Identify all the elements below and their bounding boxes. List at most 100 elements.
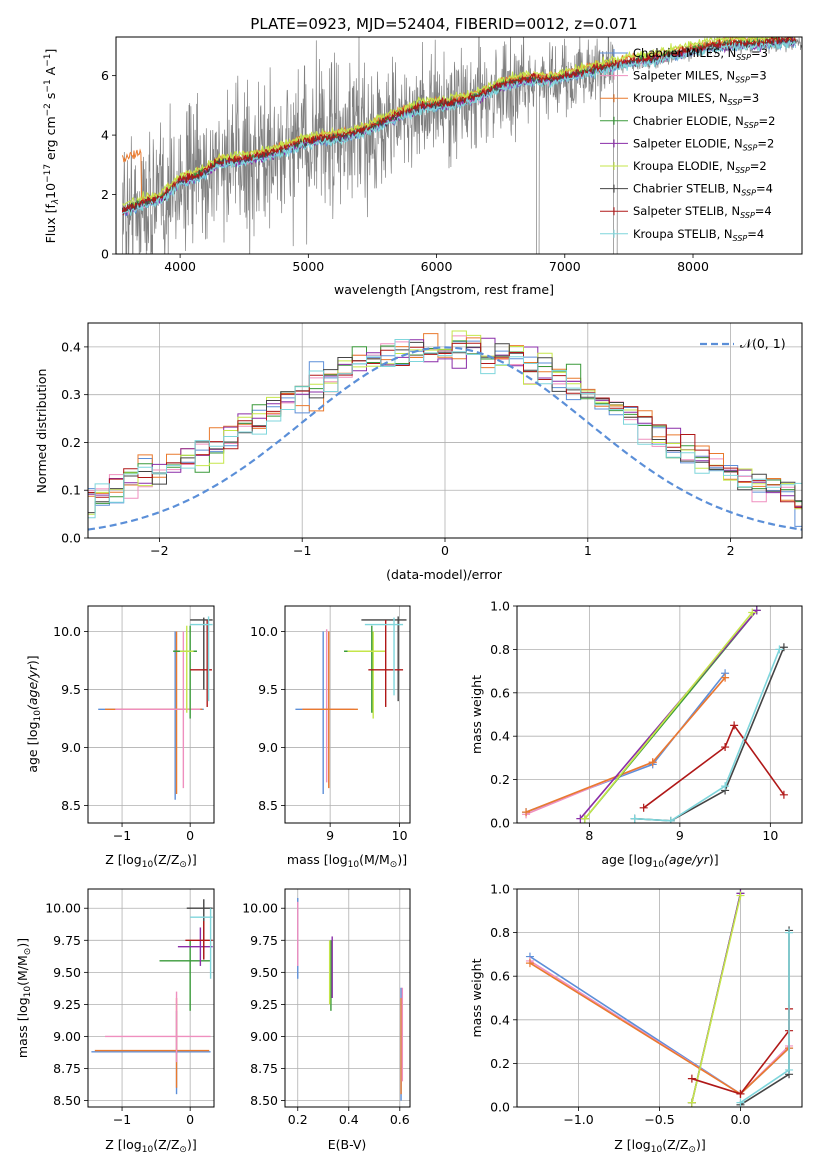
axes-frame (284, 605, 411, 824)
legend-entry: Kroupa ELODIE, NSSP=2 (633, 159, 767, 175)
x-axis-label: Z [log10(Z/Z⊙)] (614, 1137, 705, 1155)
y-tick-label: 0.2 (490, 772, 510, 787)
y-tick-label: 9.25 (250, 997, 278, 1012)
weight-marker (730, 721, 739, 730)
y-tick-label: 0 (101, 247, 109, 262)
y-tick-label: 2 (101, 187, 109, 202)
legend-entry: Salpeter MILES, NSSP=3 (633, 69, 767, 85)
y-tick-label: 0.1 (61, 483, 81, 498)
weight-line (634, 649, 781, 822)
legend-entry: Chabrier ELODIE, NSSP=2 (633, 114, 775, 130)
x-tick-label: 9 (326, 828, 334, 843)
weight-marker (525, 959, 534, 968)
weight-marker (687, 1074, 696, 1083)
weight-marker (721, 743, 730, 752)
weight-marker (748, 608, 757, 617)
y-tick-label: 8.75 (53, 1061, 81, 1076)
x-tick-label: 0 (441, 543, 449, 558)
x-tick-label: −1 (113, 1112, 131, 1127)
plot-area (98, 616, 213, 800)
panel-weight_vs_Z: −1.0 −0.5 0.0 0.0 0.2 0.4 0.6 0.8 1.0 mass weight… (469, 882, 803, 1155)
x-tick-label: −0.5 (644, 1112, 674, 1127)
residual-histogram (88, 330, 802, 515)
y-tick-label: 9.75 (250, 933, 278, 948)
y-tick-label: 10.00 (242, 901, 278, 916)
y-tick-label: 4 (101, 128, 109, 143)
axes-frame (87, 888, 215, 1108)
weight-marker (522, 808, 531, 817)
legend-entry: Chabrier STELIB, NSSP=4 (633, 182, 773, 198)
x-tick-label: 0 (186, 1112, 194, 1127)
plot-area (522, 606, 788, 823)
y-tick-label: 0.8 (490, 925, 510, 940)
x-tick-label: 10 (392, 828, 408, 843)
legend-entry: Kroupa MILES, NSSP=3 (633, 91, 759, 107)
y-tick-label: 9.0 (258, 740, 278, 755)
x-tick-label: 6000 (421, 259, 453, 274)
y-axis-label: mass weight (469, 675, 484, 754)
residual-histogram (88, 339, 802, 519)
y-tick-label: 0.0 (490, 1100, 510, 1115)
residual-histogram (88, 342, 802, 509)
plot-area (295, 616, 407, 794)
model-spectrum (121, 37, 797, 216)
y-axis-label: Flux [fλ10−17 erg cm−2 s−1 A−1] (43, 49, 61, 244)
y-axis-label: age [log10(age/yr)] (25, 655, 43, 772)
y-tick-label: 10.0 (53, 624, 81, 639)
axes-frame (87, 605, 215, 824)
y-axis-label: Normed distribution (34, 369, 49, 494)
x-axis-label: age [log10(age/yr)] (601, 852, 718, 870)
weight-marker (630, 814, 639, 823)
y-tick-label: 10.00 (45, 901, 81, 916)
legend-entry: 𝒩(0, 1) (740, 336, 786, 351)
weight-marker (752, 606, 761, 615)
y-tick-label: 9.00 (250, 1029, 278, 1044)
x-axis-label: E(B-V) (328, 1137, 367, 1152)
model-spectrum (121, 39, 797, 216)
y-tick-label: 9.50 (53, 965, 81, 980)
y-tick-label: 9.25 (53, 997, 81, 1012)
y-tick-label: 8.50 (250, 1093, 278, 1108)
x-axis-label: Z [log10(Z/Z⊙)] (105, 1137, 196, 1155)
weight-marker (721, 673, 730, 682)
y-tick-label: 0.0 (490, 816, 510, 831)
x-tick-label: 7000 (549, 259, 581, 274)
y-tick-label: 0.3 (61, 387, 81, 402)
x-tick-label: 0.0 (731, 1112, 751, 1127)
x-tick-label: −1.0 (563, 1112, 593, 1127)
weight-marker (721, 782, 730, 791)
x-tick-label: 0.4 (339, 1112, 359, 1127)
panel-spectrum: 4000 5000 6000 7000 8000 0 2 4 6 Chabrier MILES, … (43, 36, 803, 297)
x-tick-label: 0 (186, 828, 194, 843)
x-tick-label: 1 (584, 543, 592, 558)
panel-mass_vs_Z: −1 0 8.50 8.75 9.00 9.25 9.50 9.75 10.00 Z [log10… (15, 888, 215, 1155)
y-axis-label: mass weight (469, 958, 484, 1037)
axes-frame (115, 36, 803, 255)
y-tick-label: 9.75 (53, 933, 81, 948)
y-tick-label: 0.0 (61, 531, 81, 546)
y-tick-label: 9.5 (61, 682, 81, 697)
y-tick-label: 8.50 (53, 1093, 81, 1108)
y-tick-label: 0.6 (490, 685, 510, 700)
weight-marker (779, 790, 788, 799)
x-tick-label: 9 (676, 828, 684, 843)
y-tick-label: 0.8 (490, 642, 510, 657)
y-tick-label: 0.4 (490, 1012, 510, 1027)
y-tick-label: 8.5 (258, 798, 278, 813)
residual-histogram (88, 335, 802, 508)
x-tick-label: −1 (293, 543, 311, 558)
y-tick-label: 6 (101, 68, 109, 83)
y-axis-label: mass [log10(M/M⊙)] (15, 938, 33, 1058)
x-axis-label: wavelength [Angstrom, rest frame] (334, 282, 554, 297)
y-tick-label: 10.0 (250, 624, 278, 639)
axes-frame (516, 605, 803, 824)
y-tick-label: 9.50 (250, 965, 278, 980)
weight-marker (775, 645, 784, 654)
plot-area (121, 37, 802, 254)
panel-age_vs_mass: 9 10 8.5 9.0 9.5 10.0 mass [log10(M/M⊙)] (250, 605, 411, 870)
residual-histogram (88, 341, 802, 514)
x-tick-label: −1 (113, 828, 131, 843)
weight-line (691, 895, 742, 1103)
weight-marker (736, 891, 745, 900)
